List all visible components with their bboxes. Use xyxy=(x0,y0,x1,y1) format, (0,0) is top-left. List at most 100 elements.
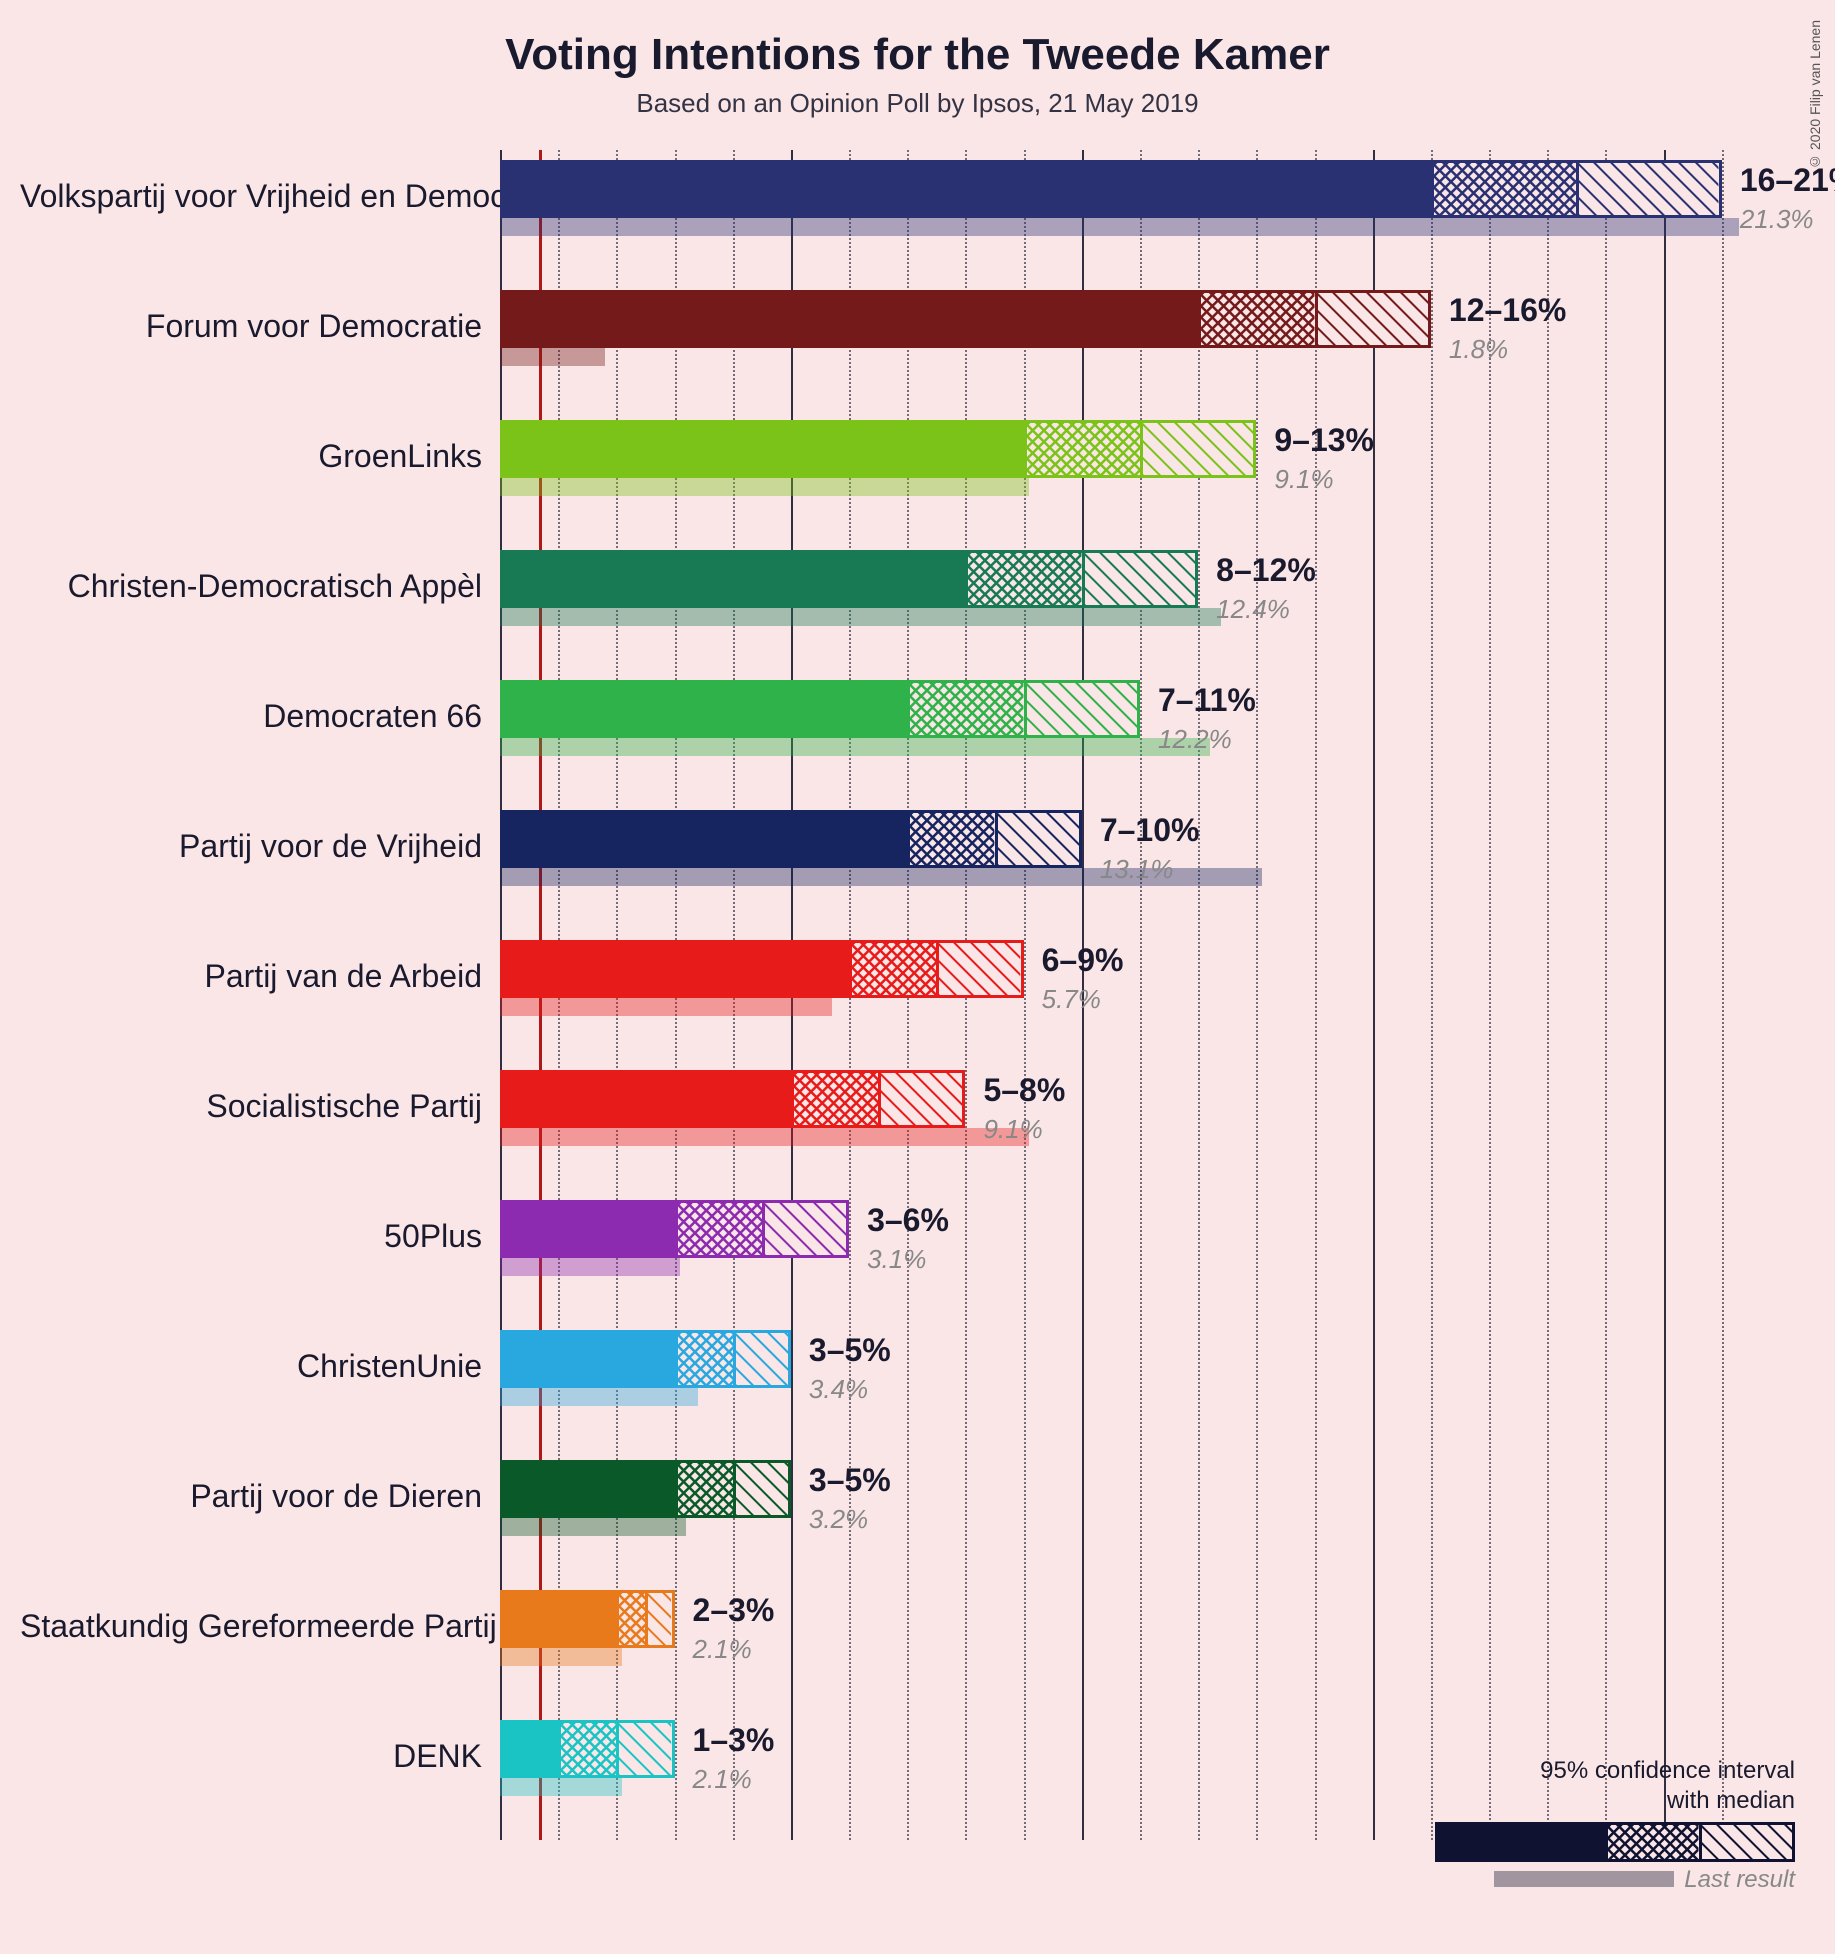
last-result-label: 9.1% xyxy=(1274,464,1333,495)
party-row: Christen-Democratisch Appèl 8–12%12.4% xyxy=(500,540,1780,670)
last-result-bar xyxy=(500,738,1210,756)
ci-upper-half xyxy=(733,1330,791,1388)
poll-bar xyxy=(500,1200,675,1258)
ci-upper-half xyxy=(733,1460,791,1518)
last-result-label: 1.8% xyxy=(1449,334,1508,365)
ci-upper-half xyxy=(878,1070,965,1128)
party-row: Volkspartij voor Vrijheid en Democratie … xyxy=(500,150,1780,280)
legend-ci-pattern xyxy=(1605,1822,1795,1862)
legend-last-text: Last result xyxy=(1684,1866,1795,1894)
ci-lower-half xyxy=(849,940,936,998)
last-result-label: 12.4% xyxy=(1216,594,1290,625)
ci-lower-half xyxy=(965,550,1081,608)
party-label: Partij voor de Vrijheid xyxy=(20,828,500,865)
ci-upper-half xyxy=(1576,160,1721,218)
party-row: Partij voor de Dieren 3–5%3.2% xyxy=(500,1450,1780,1580)
last-result-bar xyxy=(500,218,1739,236)
ci-upper-half xyxy=(645,1590,674,1648)
chart-page: Voting Intentions for the Tweede Kamer B… xyxy=(0,0,1835,1954)
range-label: 5–8% xyxy=(983,1072,1065,1109)
party-row: Staatkundig Gereformeerde Partij 2–3%2.1… xyxy=(500,1580,1780,1710)
ci-upper-half xyxy=(936,940,1023,998)
range-label: 12–16% xyxy=(1449,292,1566,329)
last-result-bar xyxy=(500,998,832,1016)
party-label: Partij van de Arbeid xyxy=(20,958,500,995)
party-label: ChristenUnie xyxy=(20,1348,500,1385)
last-result-label: 2.1% xyxy=(693,1764,752,1795)
party-row: 50Plus 3–6%3.1% xyxy=(500,1190,1780,1320)
party-label: DENK xyxy=(20,1738,500,1775)
last-result-bar xyxy=(500,1258,680,1276)
poll-bar xyxy=(500,160,1431,218)
last-result-label: 12.2% xyxy=(1158,724,1232,755)
last-result-label: 13.1% xyxy=(1100,854,1174,885)
party-row: Forum voor Democratie 12–16%1.8% xyxy=(500,280,1780,410)
party-label: Socialistische Partij xyxy=(20,1088,500,1125)
ci-upper-half xyxy=(1082,550,1198,608)
party-label: 50Plus xyxy=(20,1218,500,1255)
range-label: 1–3% xyxy=(693,1722,775,1759)
party-label: Democraten 66 xyxy=(20,698,500,735)
confidence-interval xyxy=(907,680,1140,738)
last-result-label: 21.3% xyxy=(1740,204,1814,235)
confidence-interval xyxy=(1024,420,1257,478)
ci-lower-half xyxy=(558,1720,616,1778)
confidence-interval xyxy=(965,550,1198,608)
poll-bar xyxy=(500,290,1198,348)
range-label: 3–5% xyxy=(809,1462,891,1499)
party-label: Partij voor de Dieren xyxy=(20,1478,500,1515)
ci-lower-half xyxy=(907,680,1023,738)
legend-solid xyxy=(1435,1822,1605,1862)
legend-bar xyxy=(1415,1822,1795,1862)
last-result-bar xyxy=(500,348,605,366)
poll-bar xyxy=(500,550,965,608)
poll-bar xyxy=(500,1720,558,1778)
ci-lower-half xyxy=(675,1460,733,1518)
last-result-label: 3.1% xyxy=(867,1244,926,1275)
range-label: 16–21% xyxy=(1740,162,1835,199)
ci-lower-half xyxy=(675,1200,762,1258)
confidence-interval xyxy=(616,1590,674,1648)
party-row: Democraten 66 7–11%12.2% xyxy=(500,670,1780,800)
party-row: ChristenUnie 3–5%3.4% xyxy=(500,1320,1780,1450)
poll-bar xyxy=(500,420,1024,478)
party-label: Christen-Democratisch Appèl xyxy=(20,568,500,605)
plot-area: Volkspartij voor Vrijheid en Democratie … xyxy=(500,150,1780,1840)
party-label: Volkspartij voor Vrijheid en Democratie xyxy=(20,178,500,215)
range-label: 9–13% xyxy=(1274,422,1374,459)
legend: 95% confidence interval with median xyxy=(1415,1756,1795,1894)
poll-bar xyxy=(500,1460,675,1518)
ci-lower-half xyxy=(675,1330,733,1388)
chart-subtitle: Based on an Opinion Poll by Ipsos, 21 Ma… xyxy=(0,88,1835,119)
legend-ci-label: 95% confidence interval with median xyxy=(1415,1756,1795,1816)
last-result-label: 3.2% xyxy=(809,1504,868,1535)
ci-upper-half xyxy=(762,1200,849,1258)
poll-bar xyxy=(500,1330,675,1388)
confidence-interval xyxy=(675,1200,850,1258)
poll-bar xyxy=(500,810,907,868)
confidence-interval xyxy=(791,1070,966,1128)
legend-last: Last result xyxy=(1415,1866,1795,1894)
range-label: 7–10% xyxy=(1100,812,1200,849)
ci-upper-half xyxy=(616,1720,674,1778)
confidence-interval xyxy=(1431,160,1722,218)
range-label: 7–11% xyxy=(1158,682,1256,719)
confidence-interval xyxy=(558,1720,674,1778)
ci-lower-half xyxy=(907,810,994,868)
ci-lower-half xyxy=(1431,160,1576,218)
confidence-interval xyxy=(675,1330,791,1388)
range-label: 6–9% xyxy=(1042,942,1124,979)
party-row: Partij voor de Vrijheid 7–10%13.1% xyxy=(500,800,1780,930)
party-row: GroenLinks 9–13%9.1% xyxy=(500,410,1780,540)
ci-upper-half xyxy=(995,810,1082,868)
ci-lower-half xyxy=(791,1070,878,1128)
poll-bar xyxy=(500,1590,616,1648)
ci-upper-half xyxy=(1315,290,1431,348)
range-label: 2–3% xyxy=(693,1592,775,1629)
range-label: 3–6% xyxy=(867,1202,949,1239)
chart-title: Voting Intentions for the Tweede Kamer xyxy=(0,30,1835,80)
last-result-bar xyxy=(500,1128,1029,1146)
party-label: Forum voor Democratie xyxy=(20,308,500,345)
confidence-interval xyxy=(1198,290,1431,348)
ci-upper-half xyxy=(1024,680,1140,738)
